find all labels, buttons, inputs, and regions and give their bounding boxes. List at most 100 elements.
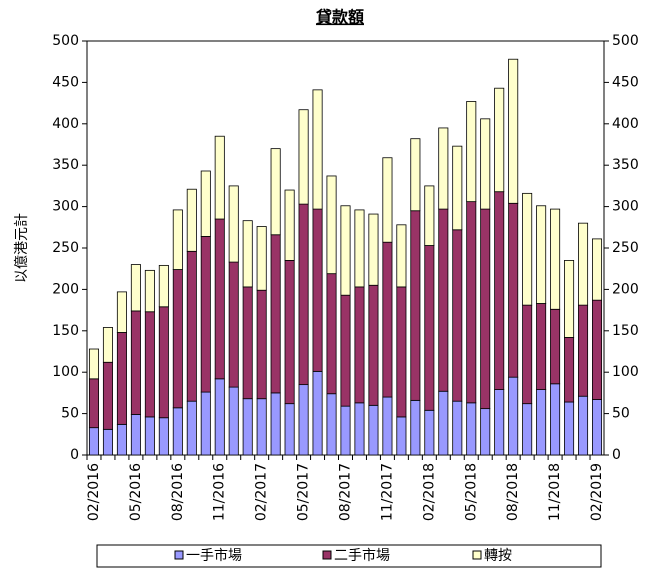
bar-segment bbox=[396, 416, 407, 456]
bar-segment bbox=[564, 337, 575, 403]
bar-segment bbox=[116, 332, 127, 425]
bar-segment bbox=[382, 396, 393, 456]
bar-segment bbox=[368, 213, 379, 286]
bar-segment bbox=[312, 208, 323, 372]
bar-segment bbox=[592, 238, 603, 301]
y-tick-label: 200 bbox=[52, 281, 79, 297]
bar-segment bbox=[410, 138, 421, 212]
bar-segment bbox=[116, 291, 127, 333]
bar-segment bbox=[550, 383, 561, 456]
bar-segment bbox=[452, 145, 463, 231]
bar-segment bbox=[382, 241, 393, 398]
bar-segment bbox=[144, 311, 155, 418]
bar-segment bbox=[102, 327, 113, 363]
bar-segment bbox=[200, 391, 211, 456]
y-tick-label: 50 bbox=[61, 406, 79, 422]
bar-segment bbox=[228, 261, 239, 388]
x-tick-label: 11/2018 bbox=[547, 463, 563, 521]
bar-segment bbox=[270, 148, 281, 236]
bar-segment bbox=[494, 87, 505, 193]
bar-segment bbox=[228, 386, 239, 456]
bar-segment bbox=[102, 361, 113, 430]
bar-segment bbox=[284, 403, 295, 456]
bar-segment bbox=[508, 202, 519, 378]
bar-segment bbox=[88, 348, 99, 380]
bar-segment bbox=[550, 308, 561, 385]
y-tick-label: 300 bbox=[52, 199, 79, 215]
bar-segment bbox=[354, 402, 365, 456]
x-tick-label: 05/2017 bbox=[296, 463, 312, 521]
bar-segment bbox=[480, 408, 491, 456]
bar-segment bbox=[312, 370, 323, 456]
legend-swatch bbox=[472, 550, 482, 560]
bar-segment bbox=[508, 376, 519, 456]
y-tick-label: 100 bbox=[52, 364, 79, 380]
bar-segment bbox=[158, 417, 169, 456]
y2-tick-label: 250 bbox=[612, 240, 639, 256]
bar-segment bbox=[284, 189, 295, 261]
x-tick-label: 05/2018 bbox=[463, 463, 479, 521]
bar-segment bbox=[466, 201, 477, 404]
y-tick-label: 350 bbox=[52, 157, 79, 173]
bar-segment bbox=[564, 401, 575, 456]
bar-segment bbox=[312, 89, 323, 210]
bar-segment bbox=[256, 226, 267, 291]
bar-segment bbox=[172, 209, 183, 270]
bar-segment bbox=[326, 175, 337, 275]
y2-tick-label: 400 bbox=[612, 116, 639, 132]
bar-segment bbox=[298, 384, 309, 456]
bar-segment bbox=[466, 402, 477, 456]
legend-swatch bbox=[322, 550, 332, 560]
y2-tick-label: 500 bbox=[612, 33, 639, 49]
bar-segment bbox=[88, 378, 99, 429]
bar-segment bbox=[326, 393, 337, 456]
bar-segment bbox=[242, 220, 253, 288]
bar-segment bbox=[144, 269, 155, 313]
y-tick-label: 500 bbox=[52, 33, 79, 49]
y-axis-label: 以億港元計 bbox=[14, 213, 30, 283]
y2-tick-label: 350 bbox=[612, 157, 639, 173]
bar-segment bbox=[214, 378, 225, 456]
bar-segment bbox=[550, 208, 561, 310]
bar-segment bbox=[270, 234, 281, 394]
x-tick-label: 11/2017 bbox=[379, 463, 395, 521]
bar-segment bbox=[480, 208, 491, 410]
bar-segment bbox=[214, 218, 225, 380]
bar-segment bbox=[466, 101, 477, 203]
bar-segment bbox=[158, 264, 169, 308]
y-tick-label: 0 bbox=[70, 447, 79, 463]
bar-segment bbox=[424, 185, 435, 246]
bar-segment bbox=[242, 398, 253, 456]
bar-segment bbox=[424, 245, 435, 411]
bar-segment bbox=[592, 399, 603, 456]
x-tick-label: 11/2016 bbox=[212, 463, 228, 521]
y2-tick-label: 150 bbox=[612, 323, 639, 339]
bar-segment bbox=[536, 205, 547, 304]
y2-tick-label: 0 bbox=[612, 447, 621, 463]
bar-segment bbox=[494, 191, 505, 390]
bar-segment bbox=[116, 423, 127, 456]
x-tick-label: 08/2017 bbox=[338, 463, 354, 521]
y2-tick-label: 200 bbox=[612, 281, 639, 297]
x-tick-label: 08/2018 bbox=[505, 463, 521, 521]
bar-segment bbox=[298, 203, 309, 386]
bar-segment bbox=[438, 127, 449, 210]
bar-segment bbox=[578, 304, 589, 397]
bar-segment bbox=[256, 398, 267, 456]
bar-segment bbox=[438, 208, 449, 392]
y-tick-label: 150 bbox=[52, 323, 79, 339]
bar-segment bbox=[578, 395, 589, 456]
bar-segment bbox=[522, 304, 533, 405]
bar-segment bbox=[326, 273, 337, 395]
bar-segment bbox=[452, 229, 463, 402]
bar-segment bbox=[228, 185, 239, 263]
bar-segment bbox=[564, 260, 575, 338]
legend-label: 二手市場 bbox=[334, 547, 390, 564]
bar-segment bbox=[256, 289, 267, 400]
bar-segment bbox=[382, 157, 393, 243]
y2-tick-label: 100 bbox=[612, 364, 639, 380]
bar-segment bbox=[536, 303, 547, 390]
bar-segment bbox=[340, 205, 351, 296]
y2-tick-label: 300 bbox=[612, 199, 639, 215]
